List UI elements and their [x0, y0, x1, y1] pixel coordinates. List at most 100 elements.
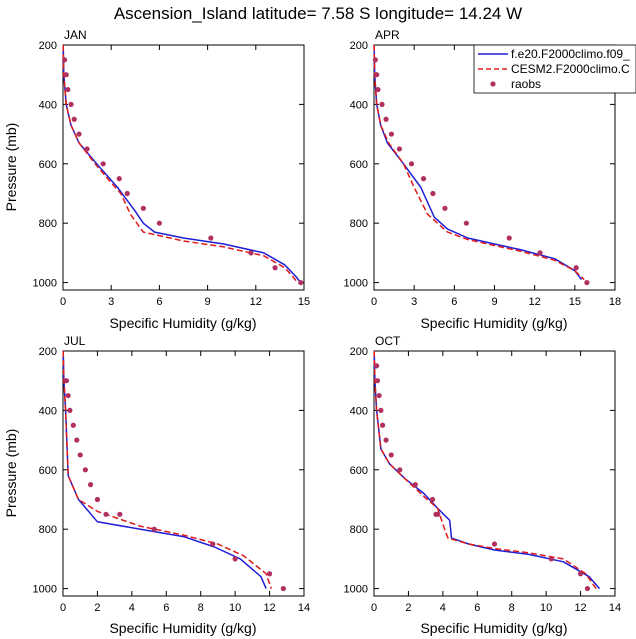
- panel-apr: APR 0 3 6 9 12 15 18 200 400 600 800 1000 Specific …: [344, 28, 622, 331]
- raobs-point: [67, 407, 73, 413]
- y-tick-label: 400: [350, 99, 368, 111]
- x-tick-label: 9: [491, 296, 497, 308]
- panel-oct: OCT 0 2 4 6 8 10 12 14 200 400 600 800 1000 Specific…: [344, 334, 622, 636]
- legend-label: raobs: [511, 77, 541, 91]
- panel-label: JAN: [64, 28, 87, 42]
- x-tick-label: 15: [569, 296, 581, 308]
- x-tick-label: 14: [609, 602, 621, 614]
- raobs-point: [420, 176, 427, 182]
- x-tick-label: 0: [60, 296, 66, 308]
- y-tick-label: 200: [350, 40, 368, 52]
- raobs-point: [84, 146, 90, 152]
- series-line-f-e20: [373, 350, 601, 590]
- series-line-cesm2: [62, 44, 299, 284]
- y-tick-label: 200: [350, 346, 368, 358]
- y-tick-label: 600: [350, 465, 368, 477]
- x-tick-label: 3: [108, 296, 114, 308]
- panel-label: JUL: [64, 334, 86, 348]
- raobs-point: [573, 265, 579, 271]
- raobs-point: [388, 452, 394, 458]
- series-line-f-e20: [62, 44, 302, 284]
- series-line-cesm2: [373, 350, 597, 590]
- x-tick-label: 12: [574, 602, 586, 614]
- raobs-point: [374, 72, 380, 78]
- x-tick-label: 2: [405, 602, 411, 614]
- raobs-point: [208, 235, 214, 241]
- raobs-point: [70, 422, 76, 428]
- data-series: [62, 350, 286, 592]
- x-tick-label: 9: [205, 296, 211, 308]
- x-axis-label: Specific Humidity (g/kg): [109, 315, 256, 331]
- x-tick-label: 8: [509, 602, 515, 614]
- raobs-point: [408, 161, 415, 167]
- x-tick-label: 12: [263, 602, 275, 614]
- raobs-point: [103, 511, 109, 517]
- raobs-point: [100, 161, 106, 167]
- raobs-point: [63, 72, 69, 78]
- x-tick-label: 3: [411, 296, 417, 308]
- data-series: [373, 350, 601, 592]
- x-tick-label: 0: [60, 602, 66, 614]
- y-tick-label: 400: [39, 405, 57, 417]
- raobs-point: [397, 467, 403, 473]
- raobs-point: [65, 392, 71, 399]
- raobs-point: [537, 250, 543, 256]
- raobs-point: [87, 482, 94, 488]
- x-tick-label: 15: [298, 296, 310, 308]
- x-tick-label: 6: [451, 296, 457, 308]
- raobs-point: [94, 496, 101, 503]
- x-tick-label: 6: [156, 296, 162, 308]
- raobs-point: [140, 205, 146, 211]
- x-tick-label: 4: [440, 602, 446, 614]
- x-tick-label: 14: [298, 602, 310, 614]
- raobs-point: [380, 422, 386, 428]
- y-tick-label: 1000: [33, 278, 57, 290]
- x-tick-label: 6: [163, 602, 169, 614]
- y-tick-label: 1000: [344, 278, 368, 290]
- raobs-point: [280, 585, 286, 592]
- y-tick-label: 1000: [33, 584, 57, 596]
- raobs-point: [375, 86, 381, 93]
- raobs-point: [374, 378, 381, 384]
- x-tick-label: 2: [94, 602, 100, 614]
- raobs-point: [298, 279, 304, 286]
- raobs-point: [156, 220, 162, 226]
- raobs-point: [412, 482, 418, 488]
- raobs-point: [117, 511, 123, 517]
- raobs-point: [433, 511, 439, 517]
- legend-marker: [490, 81, 496, 87]
- raobs-point: [82, 467, 88, 473]
- raobs-point: [376, 392, 382, 399]
- y-tick-label: 1000: [344, 584, 368, 596]
- y-tick-label: 600: [39, 465, 57, 477]
- raobs-point: [76, 131, 82, 137]
- raobs-point: [232, 556, 238, 562]
- y-tick-label: 400: [39, 99, 57, 111]
- x-tick-label: 12: [250, 296, 262, 308]
- figure-title: Ascension_Island latitude= 7.58 S longit…: [114, 4, 522, 23]
- y-tick-label: 400: [350, 405, 368, 417]
- raobs-point: [378, 407, 384, 413]
- raobs-point: [584, 585, 591, 592]
- x-tick-label: 4: [129, 602, 135, 614]
- x-tick-label: 18: [609, 296, 621, 308]
- raobs-point: [396, 146, 403, 152]
- y-axis-label: Pressure (mb): [3, 123, 19, 212]
- tick-group: 0 2 4 6 8 10 12 14 200 400 600 800 1000: [33, 346, 311, 614]
- x-axis-label: Specific Humidity (g/kg): [420, 315, 567, 331]
- raobs-point: [124, 190, 130, 197]
- y-tick-label: 800: [350, 218, 368, 230]
- raobs-point: [584, 279, 590, 286]
- raobs-point: [548, 556, 554, 562]
- tick-group: 0 3 6 9 12 15 200 400 600 800 1000: [33, 40, 311, 308]
- plot-frame: [62, 350, 305, 597]
- plot-frame: [373, 350, 616, 597]
- series-line-cesm2: [62, 350, 273, 589]
- raobs-point: [577, 571, 584, 577]
- raobs-point: [442, 205, 448, 211]
- raobs-point: [266, 571, 273, 577]
- tick-group: 0 3 6 9 12 15 18 200 400 600 800 1000: [344, 40, 622, 308]
- y-axis-label: Pressure (mb): [3, 429, 19, 518]
- x-tick-label: 10: [540, 602, 552, 614]
